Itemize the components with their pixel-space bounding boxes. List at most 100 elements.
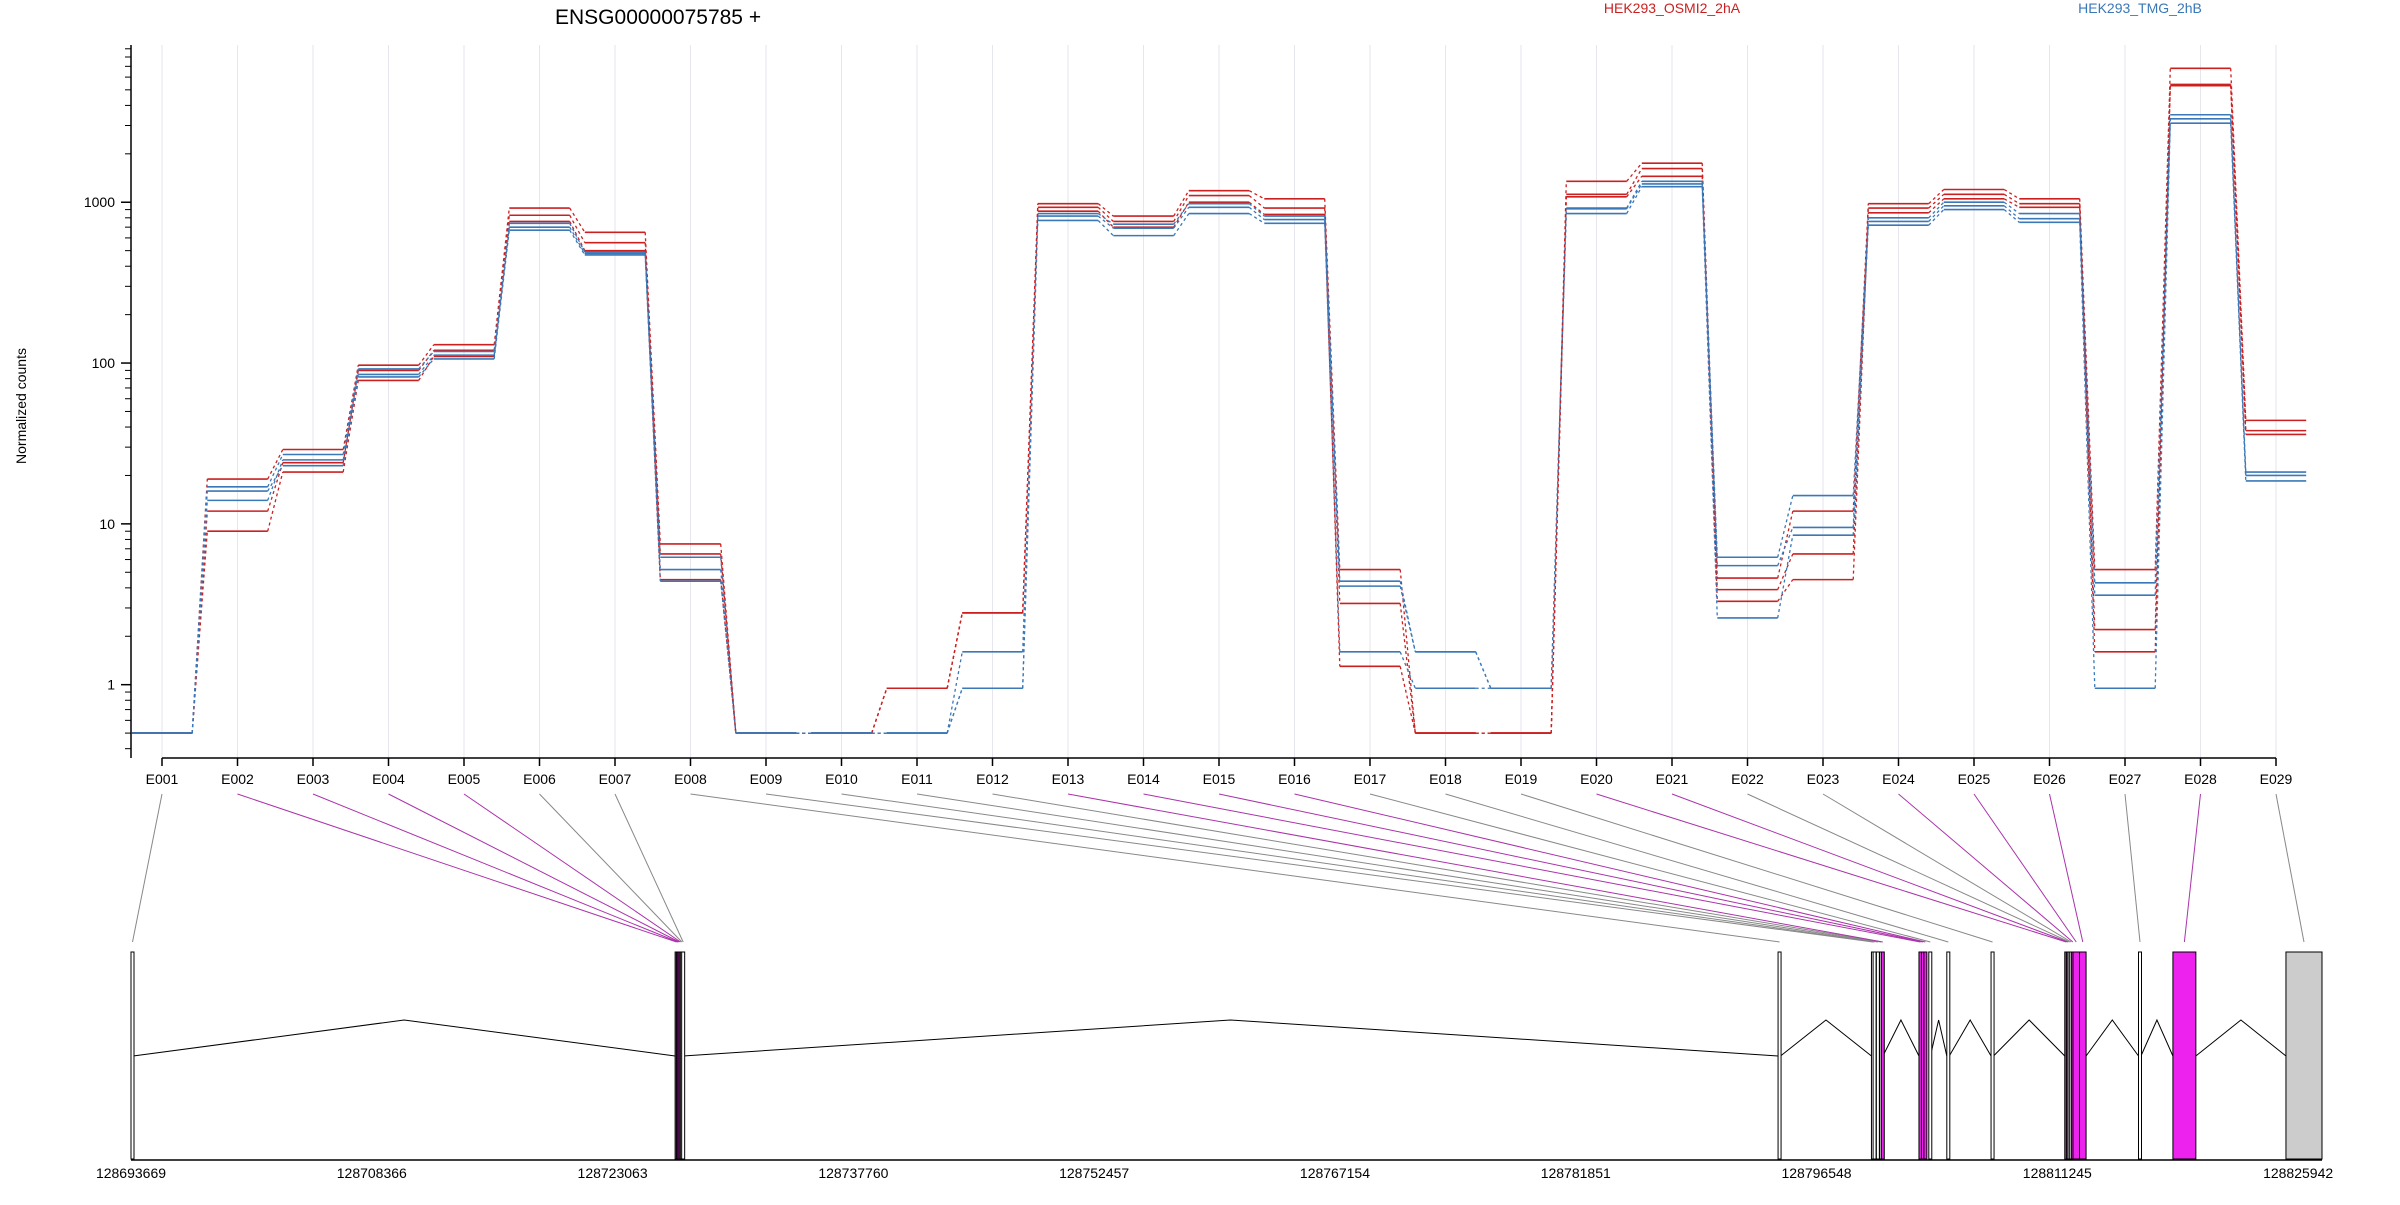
x-tick-label: E022 bbox=[1731, 771, 1764, 787]
data-connector bbox=[1852, 217, 1869, 496]
connector-E014 bbox=[1143, 793, 1921, 943]
data-connector bbox=[1475, 651, 1492, 689]
x-tick-label: E024 bbox=[1882, 771, 1915, 787]
exon-bin-E008 bbox=[1777, 951, 1782, 1160]
x-tick-label: E026 bbox=[2033, 771, 2066, 787]
exon-bin-E016 bbox=[1923, 951, 1928, 1160]
data-connector bbox=[720, 581, 737, 734]
data-connector bbox=[493, 230, 510, 360]
data-connector bbox=[342, 376, 359, 466]
connector-E023 bbox=[1822, 793, 2072, 943]
exon-bin-E019 bbox=[1990, 951, 1995, 1160]
exon-bin-E011 bbox=[1875, 951, 1880, 1160]
exon-bin-E028 bbox=[2172, 951, 2197, 1160]
data-connector bbox=[569, 207, 586, 233]
connector-E012 bbox=[992, 793, 1882, 943]
data-connector bbox=[267, 471, 284, 532]
intron-line bbox=[1929, 1019, 1948, 1057]
data-connector bbox=[1399, 585, 1416, 652]
data-connector bbox=[569, 229, 586, 256]
data-connector bbox=[1097, 213, 1114, 225]
x-tick-label: E012 bbox=[976, 771, 1009, 787]
data-connector bbox=[1173, 190, 1190, 217]
vertical-gridlines bbox=[161, 45, 2277, 758]
connector-E006 bbox=[539, 793, 683, 943]
data-connector bbox=[569, 226, 586, 254]
data-connector bbox=[1097, 203, 1114, 217]
data-connector bbox=[871, 688, 888, 734]
y-tick-label: 100 bbox=[92, 355, 116, 371]
connector-E024 bbox=[1898, 793, 2074, 943]
data-connector bbox=[267, 462, 284, 512]
data-connector bbox=[569, 214, 586, 244]
data-connector bbox=[2079, 198, 2096, 570]
data-connector bbox=[1399, 666, 1416, 734]
data-connector bbox=[1626, 180, 1643, 209]
x-tick-label: E016 bbox=[1278, 771, 1311, 787]
intron-line bbox=[1948, 1019, 1992, 1057]
x-tick-label: E013 bbox=[1052, 771, 1085, 787]
x-tick-label: E025 bbox=[1958, 771, 1991, 787]
data-connector bbox=[191, 490, 208, 734]
x-tick-label: E023 bbox=[1807, 771, 1840, 787]
data-connector bbox=[1022, 213, 1039, 652]
connector-E029 bbox=[2275, 793, 2305, 943]
data-connector bbox=[1173, 213, 1190, 236]
connector-E016 bbox=[1294, 793, 1926, 943]
data-connector bbox=[1248, 203, 1265, 217]
data-connector bbox=[946, 688, 963, 734]
exon-bin-E026 bbox=[2079, 951, 2087, 1160]
connector-E011 bbox=[916, 793, 1878, 943]
data-connector bbox=[1626, 186, 1643, 214]
data-connector bbox=[342, 380, 359, 473]
connector-E009 bbox=[765, 793, 1874, 943]
x-tick-label: E019 bbox=[1505, 771, 1538, 787]
data-connector bbox=[1399, 651, 1416, 689]
data-connector bbox=[946, 651, 963, 734]
data-connector bbox=[1248, 190, 1265, 200]
genomic-tick-label: 128811245 bbox=[2023, 1165, 2092, 1181]
intron-line bbox=[2195, 1019, 2287, 1057]
data-connector bbox=[2154, 123, 2171, 689]
data-connector bbox=[1626, 175, 1643, 198]
x-tick-label: E017 bbox=[1354, 771, 1387, 787]
data-connector bbox=[2079, 218, 2096, 596]
genomic-tick-label: 128781851 bbox=[1541, 1165, 1611, 1181]
series-layer bbox=[131, 67, 2307, 734]
data-connector bbox=[1777, 579, 1794, 602]
data-connector bbox=[1777, 527, 1794, 566]
x-tick-label: E007 bbox=[599, 771, 632, 787]
x-tick-label: E015 bbox=[1203, 771, 1236, 787]
data-connector bbox=[644, 242, 661, 554]
data-connector bbox=[2003, 188, 2020, 200]
intron-line bbox=[133, 1019, 676, 1057]
exon-bin-E017 bbox=[1928, 951, 1933, 1160]
x-tick-label: E009 bbox=[750, 771, 783, 787]
data-connector bbox=[946, 612, 963, 689]
data-connector bbox=[1173, 203, 1190, 225]
intron-line bbox=[1993, 1019, 2066, 1057]
data-connector bbox=[342, 365, 359, 450]
x-tick-label: E028 bbox=[2184, 771, 2217, 787]
series-5 bbox=[131, 122, 2307, 734]
x-tick-label: E006 bbox=[523, 771, 556, 787]
genomic-tick-label: 128708366 bbox=[337, 1165, 407, 1181]
legend-entry-tmg: HEK293_TMG_2hB bbox=[2078, 0, 2202, 16]
intron-line bbox=[1780, 1019, 1872, 1057]
data-connector bbox=[644, 254, 661, 582]
connector-E021 bbox=[1671, 793, 2069, 943]
data-connector bbox=[2154, 85, 2171, 652]
exon-bin-E007 bbox=[681, 951, 686, 1160]
data-connector bbox=[1928, 189, 1945, 205]
data-connector bbox=[1852, 225, 1869, 536]
connector-E025 bbox=[1973, 793, 2077, 943]
data-connector bbox=[1928, 193, 1945, 209]
data-connector bbox=[1248, 213, 1265, 224]
data-connector bbox=[418, 356, 435, 381]
gene-model bbox=[130, 951, 2323, 1160]
x-tick-label: E021 bbox=[1656, 771, 1689, 787]
connector-E017 bbox=[1369, 793, 1931, 943]
data-connector bbox=[1324, 219, 1341, 587]
exon-bin-E018 bbox=[1946, 951, 1951, 1160]
